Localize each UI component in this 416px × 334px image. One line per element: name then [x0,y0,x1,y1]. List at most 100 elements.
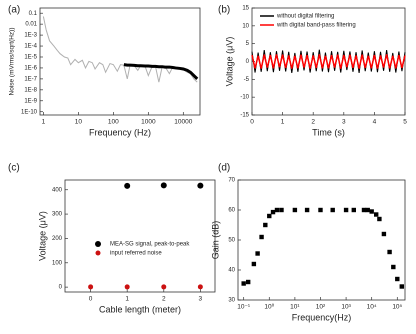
point [263,222,268,228]
plot-frame [237,179,406,301]
y-tick-label: 1E-7 [24,76,37,82]
point [365,207,370,213]
point [377,216,382,222]
y-tick-label: 100 [52,260,63,266]
point [343,207,349,213]
point [241,281,246,286]
y-tick-label: 1E-5 [24,55,37,61]
y-tick-label: 50 [228,238,235,244]
point [292,207,298,213]
x-tick-label: 10000 [174,119,192,126]
y-tick-label: 0 [59,285,63,291]
point [267,213,272,219]
point [124,284,130,290]
y-tick-label: 30 [228,298,235,304]
point [245,279,251,285]
x-axis-label: Time (s) [312,127,345,137]
point [304,207,310,213]
x-tick-label: 10¹ [290,304,300,311]
y-tick-label: 5 [246,41,250,47]
x-axis-label: Cable length (meter) [99,304,181,314]
point [255,251,260,256]
x-tick-label: 10⁰ [264,303,274,311]
x-axis-label: Frequency (Hz) [89,127,151,137]
point [259,234,264,240]
point [124,182,131,189]
point [251,261,257,267]
x-tick-label: 1 [42,119,46,126]
point [369,209,374,214]
y-tick-label: 40 [228,268,235,274]
point [387,249,392,255]
y-tick-label: -5 [244,77,250,83]
point [161,284,167,290]
y-tick-label: 10 [242,23,249,29]
point [274,207,280,213]
y-tick-label: 1E-10 [21,109,38,115]
legend-label: without digital filtering [276,14,334,20]
x-tick-label: 0 [250,119,254,126]
legend-label: with digital band-pass filtering [276,23,356,29]
y-tick-label: 300 [52,212,63,218]
x-tick-label: 4 [373,119,377,126]
point [197,284,203,290]
point [361,207,367,213]
x-tick-label: 10² [316,304,326,311]
x-tick-label: 3 [199,296,203,303]
point [270,209,276,215]
series-line [251,54,406,69]
y-tick-label: 15 [242,6,249,12]
x-tick-label: 3 [342,119,346,126]
y-tick-label: 200 [52,236,63,242]
x-tick-label: 2 [162,296,166,303]
point [330,207,335,213]
point [399,284,405,289]
y-tick-label: 1E-4 [24,44,37,50]
x-axis-label: Frequency(Hz) [292,312,352,322]
y-tick-label: 1E-6 [24,66,37,72]
point [391,264,396,270]
legend-label: MEA-SG signal, peak-to-peak [110,242,190,248]
point [279,207,284,213]
x-tick-label: 1000 [141,119,156,126]
y-axis-label: Voltage (μV) [37,211,47,261]
series-line [123,63,199,80]
series-line [42,16,198,83]
x-tick-label: 10⁻¹ [237,304,251,311]
x-tick-label: 10³ [341,304,351,311]
legend-swatch [95,241,101,247]
point [373,212,379,217]
y-tick-label: 1E-8 [24,87,37,93]
x-tick-label: 1 [281,119,285,126]
panel-label: (c) [8,163,20,174]
x-tick-label: 0 [89,296,93,303]
y-tick-label: 1E-3 [24,33,37,39]
legend-label: input referred noise [110,251,162,257]
point [88,284,94,290]
y-axis-label: Voltage (μV) [224,37,234,87]
y-tick-label: 60 [228,208,235,214]
x-tick-label: 2 [311,119,315,126]
point [395,276,400,282]
panel-label: (a) [8,5,20,16]
y-tick-label: -15 [240,113,249,119]
panel-label: (d) [218,163,230,174]
y-tick-label: 0.1 [29,11,38,17]
point [351,207,356,213]
plot-frame [64,179,216,293]
panel-label: (b) [218,5,230,16]
y-tick-label: 0.01 [25,22,37,28]
y-tick-label: 70 [228,178,235,184]
x-tick-label: 100 [108,119,119,126]
point [318,207,323,213]
x-tick-label: 10⁴ [367,304,377,311]
y-tick-label: 0 [246,59,250,65]
y-tick-label: 400 [52,187,63,193]
x-tick-label: 10⁵ [392,304,402,311]
y-axis-label: Noise (mVrms/sqrt(Hz)) [9,27,16,95]
point [381,231,387,237]
legend-swatch [95,250,101,256]
point [197,182,204,189]
plot-frame [39,7,201,116]
